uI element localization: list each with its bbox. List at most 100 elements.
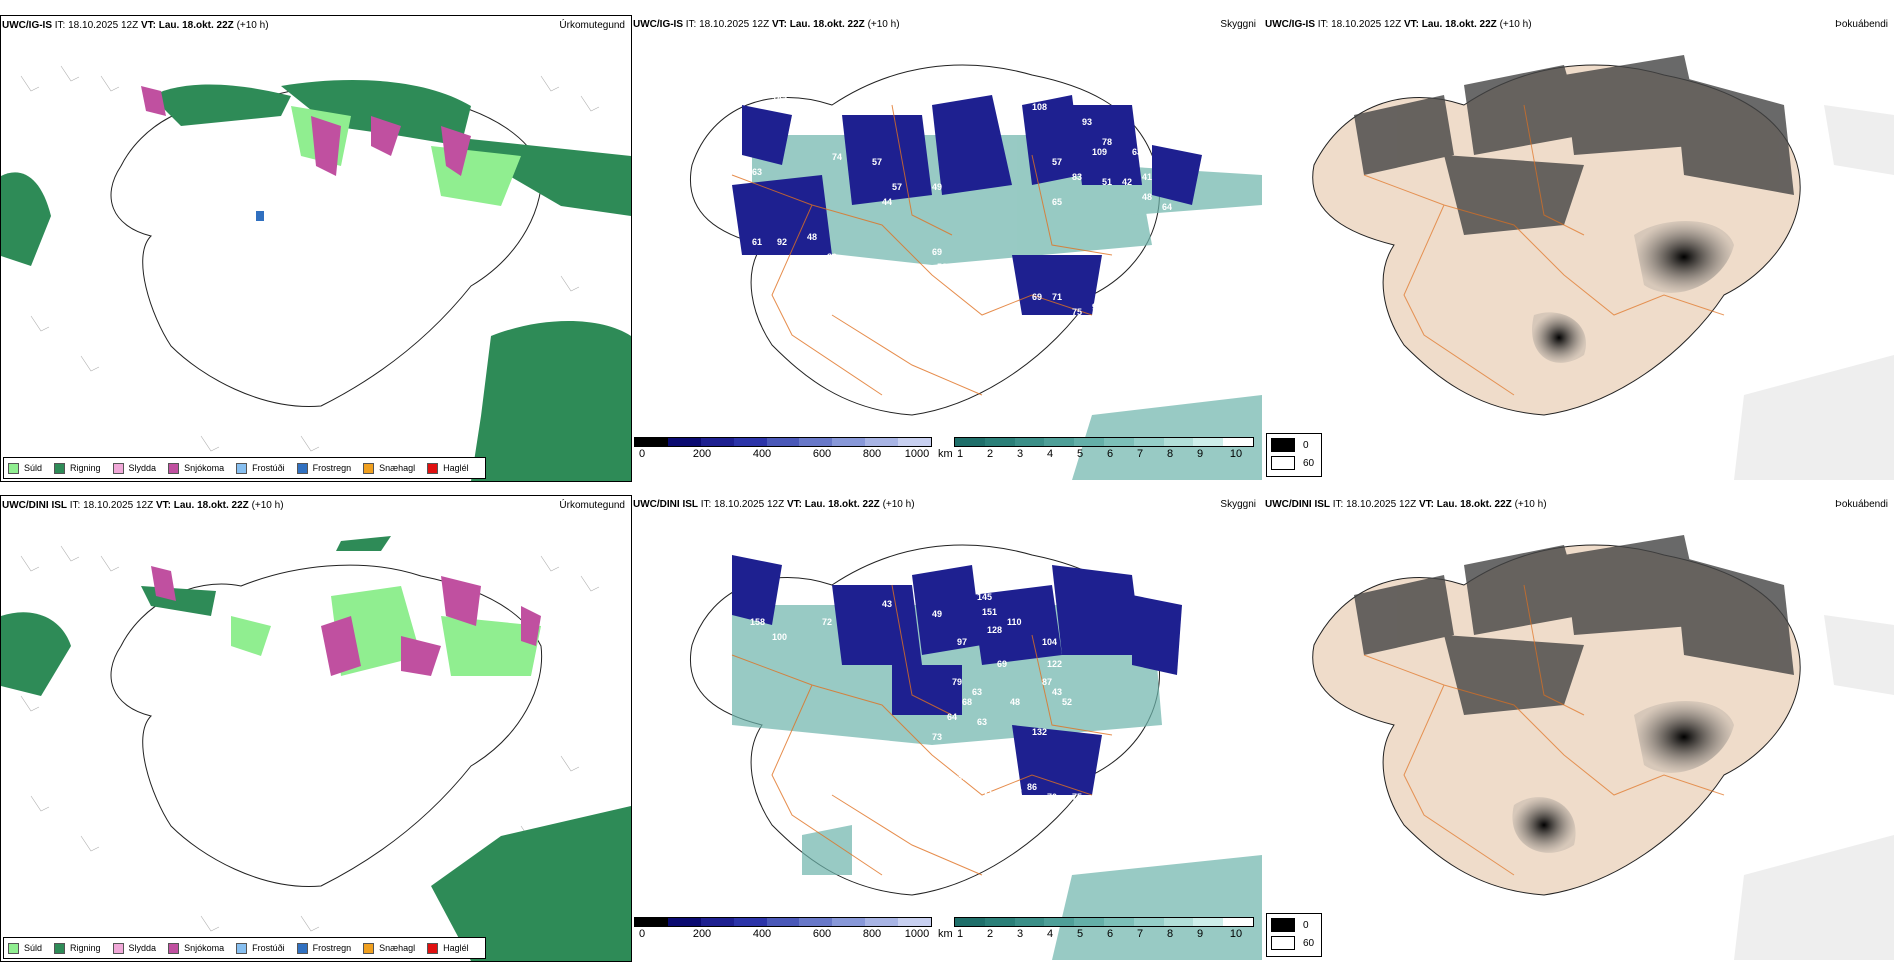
panel-title-precip-bottom: Úrkomutegund — [559, 500, 625, 511]
legend-item: Snjókoma — [168, 942, 224, 954]
cloud-height-label: 66 — [847, 267, 857, 277]
cloud-height-label: 63 — [992, 822, 1002, 832]
fog-legend-top: 0 60 — [1266, 433, 1322, 477]
cloud-height-label: 110 — [1007, 617, 1022, 627]
legend-item: Slydda — [112, 462, 156, 474]
cloud-height-label: 42 — [1122, 177, 1132, 187]
legend-item: Súld — [8, 942, 42, 954]
cloud-height-label: 72 — [822, 617, 832, 627]
cloud-panel-bottom: 158 100 72 43 49 97 145 151 128 110 104 122 87 69 48 79… — [632, 495, 1262, 960]
cloud-height-label: 78 — [937, 867, 947, 877]
cloud-height-label: 104 — [1042, 637, 1057, 647]
cloud-height-label: 44 — [882, 197, 892, 207]
cloud-height-label: 86 — [1027, 782, 1037, 792]
panel-title-fog-top: Þokuábendi — [1835, 19, 1888, 30]
legend-item: Snjókoma — [168, 462, 224, 474]
cloud-height-label: 109 — [1092, 147, 1107, 157]
cloud-map: 158 100 72 43 49 97 145 151 128 110 104 122 87 69 48 79… — [690, 544, 1262, 960]
legend-item: Frostregn — [296, 942, 351, 954]
legend-item: Slydda — [112, 942, 156, 954]
cloud-height-label: 69 — [997, 659, 1007, 669]
cloud-height-label: 66 — [797, 125, 807, 135]
cloud-height-label: 97 — [1132, 762, 1142, 772]
cloud-height-label: 57 — [1052, 157, 1062, 167]
panel-title-fog-bottom: Þokuábendi — [1835, 499, 1888, 510]
cloud-panel-top: 100 107 66 63 74 57 57 44 49 108 93 78 109 57 83 65 51 42… — [632, 15, 1262, 480]
cloud-height-label: 97 — [957, 637, 967, 647]
cloud-height-label: 69 — [932, 247, 942, 257]
cloud-height-label: 69 — [1032, 292, 1042, 302]
cloud-height-label: 49 — [932, 609, 942, 619]
cloud-height-label: 91 — [962, 362, 972, 372]
cloud-height-label: 77 — [1087, 802, 1097, 812]
cloud-height-label: 63 — [752, 167, 762, 177]
cloud-height-label: 73 — [932, 732, 942, 742]
header-bottom-precip: UWC/DINI ISL IT: 18.10.2025 12Z VT: Lau.… — [2, 500, 284, 511]
cloud-height-label: 61 — [1032, 817, 1042, 827]
cloud-height-label: 57 — [892, 182, 902, 192]
legend-item: Rigning — [54, 462, 101, 474]
cloud-height-label: 145 — [977, 592, 992, 602]
cloud-height-label: 92 — [1112, 292, 1122, 302]
legend-item: Snæhagl — [363, 942, 415, 954]
cloud-height-label: 49 — [932, 182, 942, 192]
fog-panel-top: UWC/IG-IS IT: 18.10.2025 12Z VT: Lau. 18… — [1264, 15, 1894, 480]
cloud-height-label: 132 — [1032, 727, 1047, 737]
cloud-height-label: 70 — [1047, 792, 1057, 802]
cloud-height-label: 48 — [807, 232, 817, 242]
cloud-height-label: 84 — [972, 832, 982, 842]
cloud-height-label: 100 — [772, 632, 787, 642]
cloud-height-labels: 158 100 72 43 49 97 145 151 128 110 104 122 87 69 48 79… — [750, 592, 1142, 877]
panel-title-cloud-bottom: Skyggni — [1220, 499, 1256, 510]
legend-item: Frostúði — [236, 462, 285, 474]
cloud-height-label: 62 — [1002, 812, 1012, 822]
precip-type-panel-bottom: UWC/DINI ISL IT: 18.10.2025 12Z VT: Lau.… — [0, 495, 632, 962]
fog-panel-bottom: UWC/DINI ISL IT: 18.10.2025 12Z VT: Lau.… — [1264, 495, 1894, 960]
cloud-height-label: 86 — [1132, 282, 1142, 292]
header-top-precip: UWC/IG-IS IT: 18.10.2025 12Z VT: Lau. 18… — [2, 20, 269, 31]
legend-item: Rigning — [54, 942, 101, 954]
cloud-height-label: 58 — [937, 262, 947, 272]
cloud-height-label: 48 — [1010, 697, 1020, 707]
cloud-height-label: 64 — [947, 712, 957, 722]
cloud-height-label: 151 — [982, 607, 997, 617]
header-bottom-cloud: UWC/DINI ISL IT: 18.10.2025 12Z VT: Lau.… — [633, 499, 915, 510]
cloud-height-label: 48 — [1142, 192, 1152, 202]
cloud-height-label: 158 — [750, 617, 765, 627]
fog-map — [1312, 55, 1894, 480]
cloud-height-label: 83 — [1072, 172, 1082, 182]
cloud-height-label: 75 — [1072, 307, 1082, 317]
visibility-colorbar-top: km 1 2 3 4 5 6 7 8 9 10 — [938, 437, 1254, 461]
cloud-height-label: 100 — [732, 95, 747, 105]
cloud-height-label: 85 — [1102, 787, 1112, 797]
legend-item: Haglél — [427, 942, 469, 954]
cloud-height-label: 52 — [1062, 697, 1072, 707]
legend-item: Súld — [8, 462, 42, 474]
fog-legend-bottom: 0 60 — [1266, 913, 1322, 957]
cloud-height-label: 41 — [1142, 172, 1152, 182]
cloud-height-label: 90 — [1092, 302, 1102, 312]
fog-map — [1312, 535, 1894, 960]
precip-map — [1, 65, 631, 481]
cloud-height-label: 74 — [832, 152, 842, 162]
ceiling-colorbar-top: m 0 200 400 600 800 1000 — [634, 437, 932, 461]
cloud-height-label: 72 — [1012, 787, 1022, 797]
cloud-height-label: 65 — [1052, 197, 1062, 207]
cloud-height-label: 68 — [962, 697, 972, 707]
precip-type-panel-top: UWC/IG-IS IT: 18.10.2025 12Z VT: Lau. 18… — [0, 15, 632, 482]
visibility-colorbar-bottom: km 1 2 3 4 5 6 7 8 9 10 — [938, 917, 1254, 941]
cloud-height-label: 78 — [1102, 137, 1112, 147]
precip-map — [1, 536, 631, 961]
cloud-height-label: 71 — [1052, 292, 1062, 302]
cloud-height-label: 107 — [772, 95, 787, 105]
legend-item: Haglél — [427, 462, 469, 474]
cloud-height-label: 63 — [1132, 147, 1142, 157]
precip-legend-bottom: Súld Rigning Slydda Snjókoma Frostúði Fr… — [3, 937, 486, 959]
cloud-height-label: 87 — [1042, 677, 1052, 687]
cloud-height-label: 80 — [827, 252, 837, 262]
cloud-height-label: 49 — [967, 755, 977, 765]
cloud-height-label: 82 — [1112, 777, 1122, 787]
cloud-height-label: 51 — [1102, 177, 1112, 187]
